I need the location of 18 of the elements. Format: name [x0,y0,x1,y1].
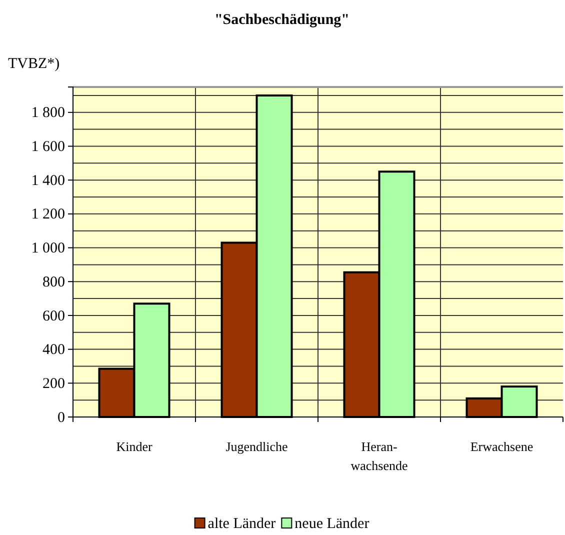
y-tick-label: 1 200 [31,206,65,223]
x-tick-label: Jugendliche [226,439,288,454]
y-tick-label: 400 [42,342,65,358]
y-tick-label: 1 000 [31,240,65,257]
y-tick-label: 1 800 [31,105,65,122]
y-tick-label: 800 [42,274,65,290]
x-tick-label: Kinder [116,439,153,454]
y-tick-label: 1 400 [31,172,65,189]
x-tick-label: Heran- wachsende [350,439,408,473]
y-tick-label: 200 [42,376,65,392]
chart-title: "Sachbeschädigung" [214,12,350,28]
legend-label: neue Länder [294,516,370,532]
legend-label: alte Länder [208,516,276,532]
x-tick-label: Erwachsene [470,439,534,454]
y-tick-label: 600 [42,308,65,324]
y-tick-label: 0 [58,410,65,426]
y-axis-title: TVBZ*) [8,56,60,72]
y-tick-label: 1 600 [31,139,65,156]
